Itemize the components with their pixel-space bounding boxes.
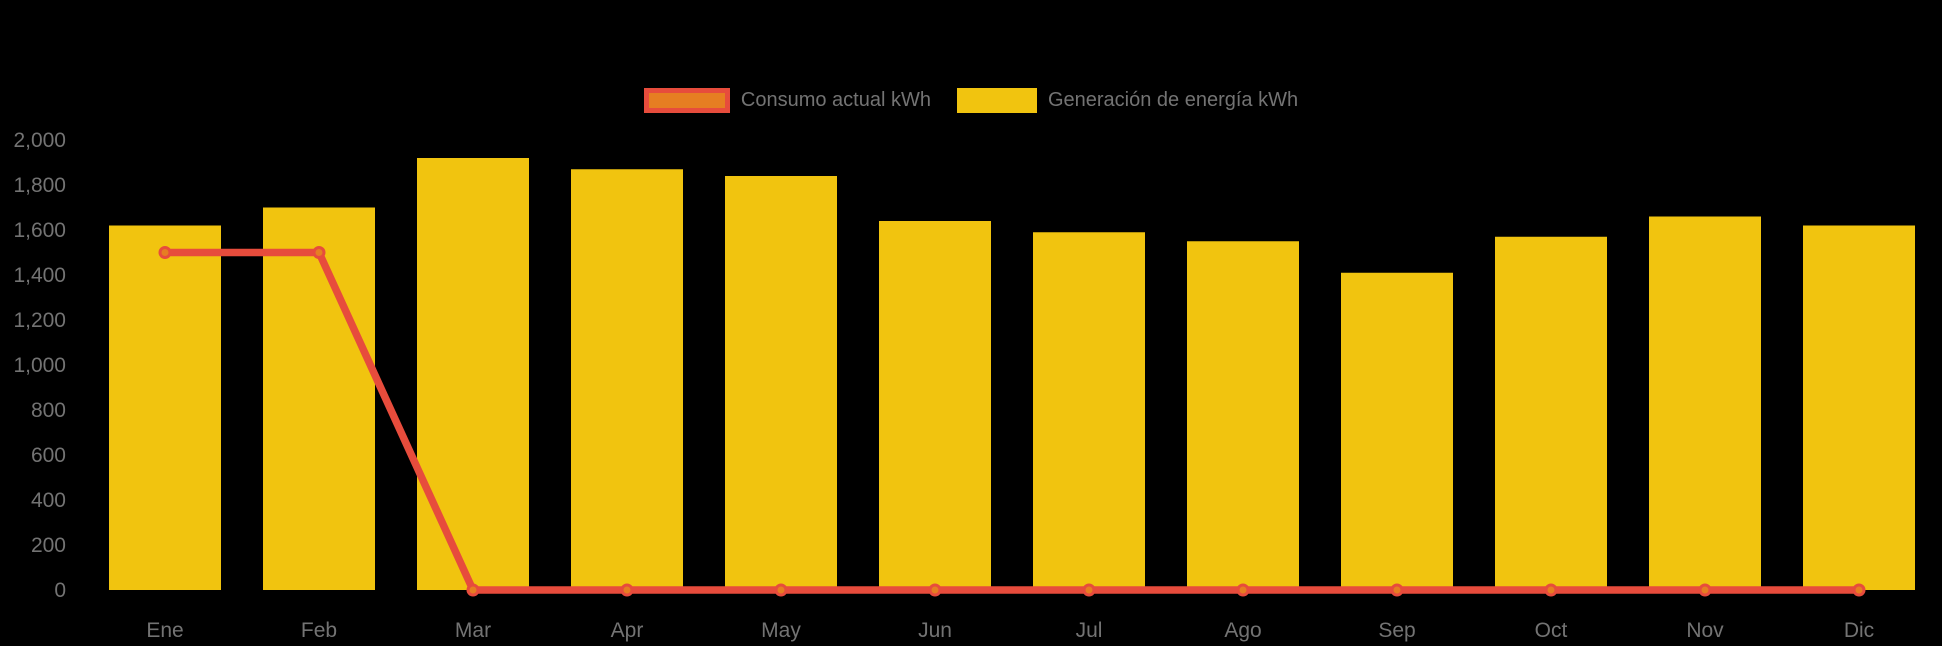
consumption-point-may[interactable] <box>774 583 788 597</box>
y-tick-label: 1,400 <box>13 263 66 287</box>
consumption-point-apr[interactable] <box>620 583 634 597</box>
consumption-point-jul[interactable] <box>1082 583 1096 597</box>
y-tick-label: 800 <box>30 398 66 422</box>
y-tick-label: 1,800 <box>13 173 66 197</box>
y-tick-label: 600 <box>30 443 66 467</box>
legend-bar-swatch-icon <box>956 88 1037 113</box>
generation-bar-ago[interactable] <box>1187 241 1299 590</box>
x-axis-label: Ago <box>1224 619 1262 642</box>
generation-bar-nov[interactable] <box>1649 216 1761 591</box>
generation-bar-feb[interactable] <box>263 207 375 591</box>
x-axis-label: Feb <box>300 619 338 642</box>
y-tick-label: 1,200 <box>13 308 66 332</box>
y-tick-label: 2,000 <box>13 128 66 152</box>
y-tick-label: 1,000 <box>13 353 66 377</box>
legend-line-swatch-icon <box>643 88 730 113</box>
x-axis-label: Jul <box>1075 619 1103 642</box>
consumption-point-ago[interactable] <box>1236 583 1250 597</box>
legend-label-generacion: Generación de energía kWh <box>1047 89 1299 111</box>
y-tick-label: 200 <box>30 533 66 557</box>
consumption-point-feb[interactable] <box>312 246 326 259</box>
generation-bar-oct[interactable] <box>1495 236 1607 590</box>
generation-bar-may[interactable] <box>725 176 837 590</box>
x-axis-label: Nov <box>1686 619 1724 642</box>
generation-bar-jun[interactable] <box>879 221 991 590</box>
generation-bar-mar[interactable] <box>417 158 529 590</box>
consumption-point-oct[interactable] <box>1544 583 1558 597</box>
generation-bar-jul[interactable] <box>1033 232 1145 590</box>
y-tick-label: 0 <box>54 578 66 602</box>
generation-bar-ene[interactable] <box>109 225 221 591</box>
x-axis-label: Sep <box>1378 619 1416 642</box>
consumption-point-jun[interactable] <box>928 583 942 597</box>
generation-bar-apr[interactable] <box>571 169 683 590</box>
consumption-point-mar[interactable] <box>466 583 480 597</box>
generation-bar-sep[interactable] <box>1341 272 1453 590</box>
x-axis-label: May <box>761 619 801 642</box>
x-axis-label: Apr <box>610 619 644 642</box>
consumption-point-nov[interactable] <box>1698 583 1712 597</box>
y-tick-label: 1,600 <box>13 218 66 242</box>
y-tick-label: 400 <box>30 488 66 512</box>
generation-bar-dic[interactable] <box>1803 225 1915 591</box>
legend-label-consumo: Consumo actual kWh <box>740 89 931 111</box>
x-axis-label: Dic <box>1843 619 1875 642</box>
x-axis-label: Oct <box>1534 619 1568 642</box>
x-axis-label: Ene <box>146 619 184 642</box>
chart-legend: Consumo actual kWh Generación de energía… <box>0 88 1942 113</box>
x-axis-label: Jun <box>918 619 952 642</box>
consumption-point-ene[interactable] <box>158 246 172 259</box>
consumption-point-dic[interactable] <box>1852 583 1866 597</box>
consumption-point-sep[interactable] <box>1390 583 1404 597</box>
legend-item-consumo[interactable]: Consumo actual kWh <box>643 88 931 113</box>
x-axis-label: Mar <box>454 619 492 642</box>
legend-item-generacion[interactable]: Generación de energía kWh <box>956 88 1299 113</box>
consumption-line <box>161 248 1863 594</box>
